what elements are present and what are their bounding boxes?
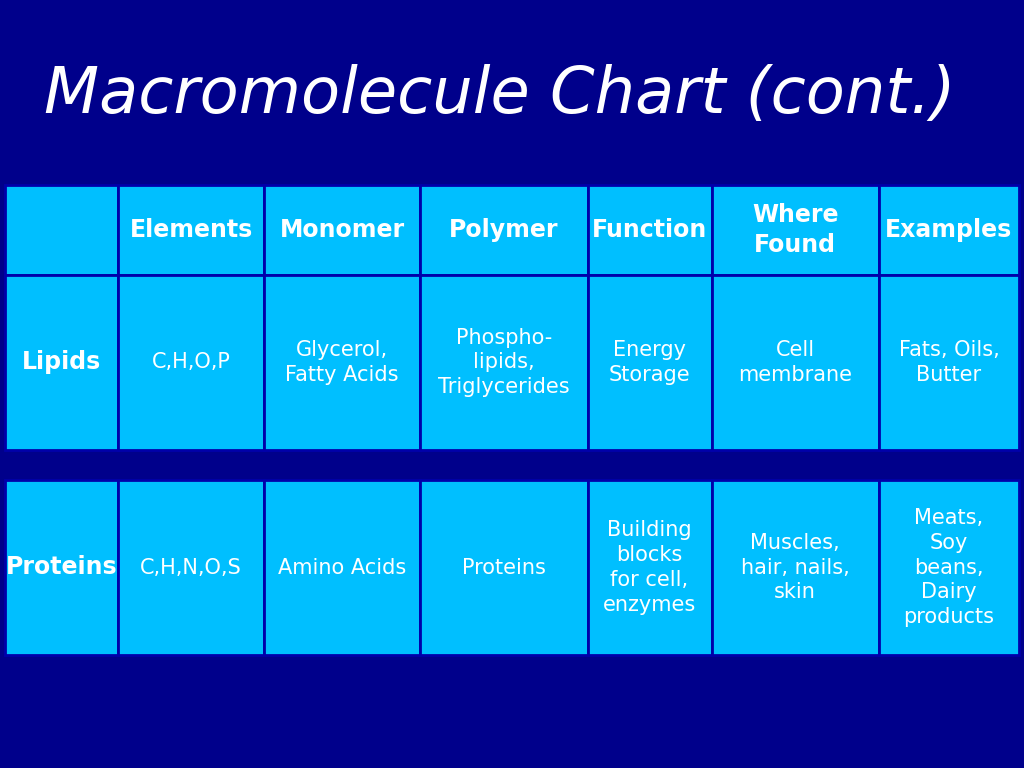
Bar	[420, 275, 588, 450]
Text: C,H,N,O,S: C,H,N,O,S	[140, 558, 242, 578]
Text: Cell
membrane: Cell membrane	[738, 340, 852, 385]
Bar	[712, 185, 879, 275]
Text: Polymer: Polymer	[450, 218, 559, 242]
Bar	[118, 480, 264, 655]
Bar	[264, 275, 420, 450]
Bar	[118, 275, 264, 450]
Text: Building
blocks
for cell,
enzymes: Building blocks for cell, enzymes	[603, 520, 696, 614]
Text: Meats,
Soy
beans,
Dairy
products: Meats, Soy beans, Dairy products	[903, 508, 994, 627]
Bar	[879, 480, 1019, 655]
Bar	[879, 275, 1019, 450]
Bar	[264, 185, 420, 275]
Text: Lipids: Lipids	[22, 350, 101, 375]
Text: Elements: Elements	[129, 218, 253, 242]
Bar	[420, 480, 588, 655]
Text: Amino Acids: Amino Acids	[278, 558, 407, 578]
Text: Where
Found: Where Found	[752, 204, 839, 257]
Bar	[712, 275, 879, 450]
Text: Muscles,
hair, nails,
skin: Muscles, hair, nails, skin	[740, 533, 850, 602]
Bar	[588, 275, 712, 450]
Bar	[5, 275, 118, 450]
Bar	[879, 185, 1019, 275]
Text: Proteins: Proteins	[462, 558, 546, 578]
Text: Function: Function	[592, 218, 708, 242]
Bar	[712, 480, 879, 655]
Bar	[264, 480, 420, 655]
Bar	[5, 480, 118, 655]
Text: Energy
Storage: Energy Storage	[608, 340, 690, 385]
Bar	[588, 185, 712, 275]
Bar	[420, 185, 588, 275]
Text: Macromolecule Chart (cont.): Macromolecule Chart (cont.)	[44, 64, 955, 126]
Text: Glycerol,
Fatty Acids: Glycerol, Fatty Acids	[286, 340, 399, 385]
Text: C,H,O,P: C,H,O,P	[152, 353, 230, 372]
Text: Fats, Oils,
Butter: Fats, Oils, Butter	[898, 340, 999, 385]
Text: Proteins: Proteins	[6, 555, 118, 580]
Bar	[5, 185, 118, 275]
Bar	[118, 185, 264, 275]
Bar	[588, 480, 712, 655]
Text: Examples: Examples	[886, 218, 1013, 242]
Text: Monomer: Monomer	[280, 218, 404, 242]
Text: Phospho-
lipids,
Triglycerides: Phospho- lipids, Triglycerides	[438, 328, 569, 397]
